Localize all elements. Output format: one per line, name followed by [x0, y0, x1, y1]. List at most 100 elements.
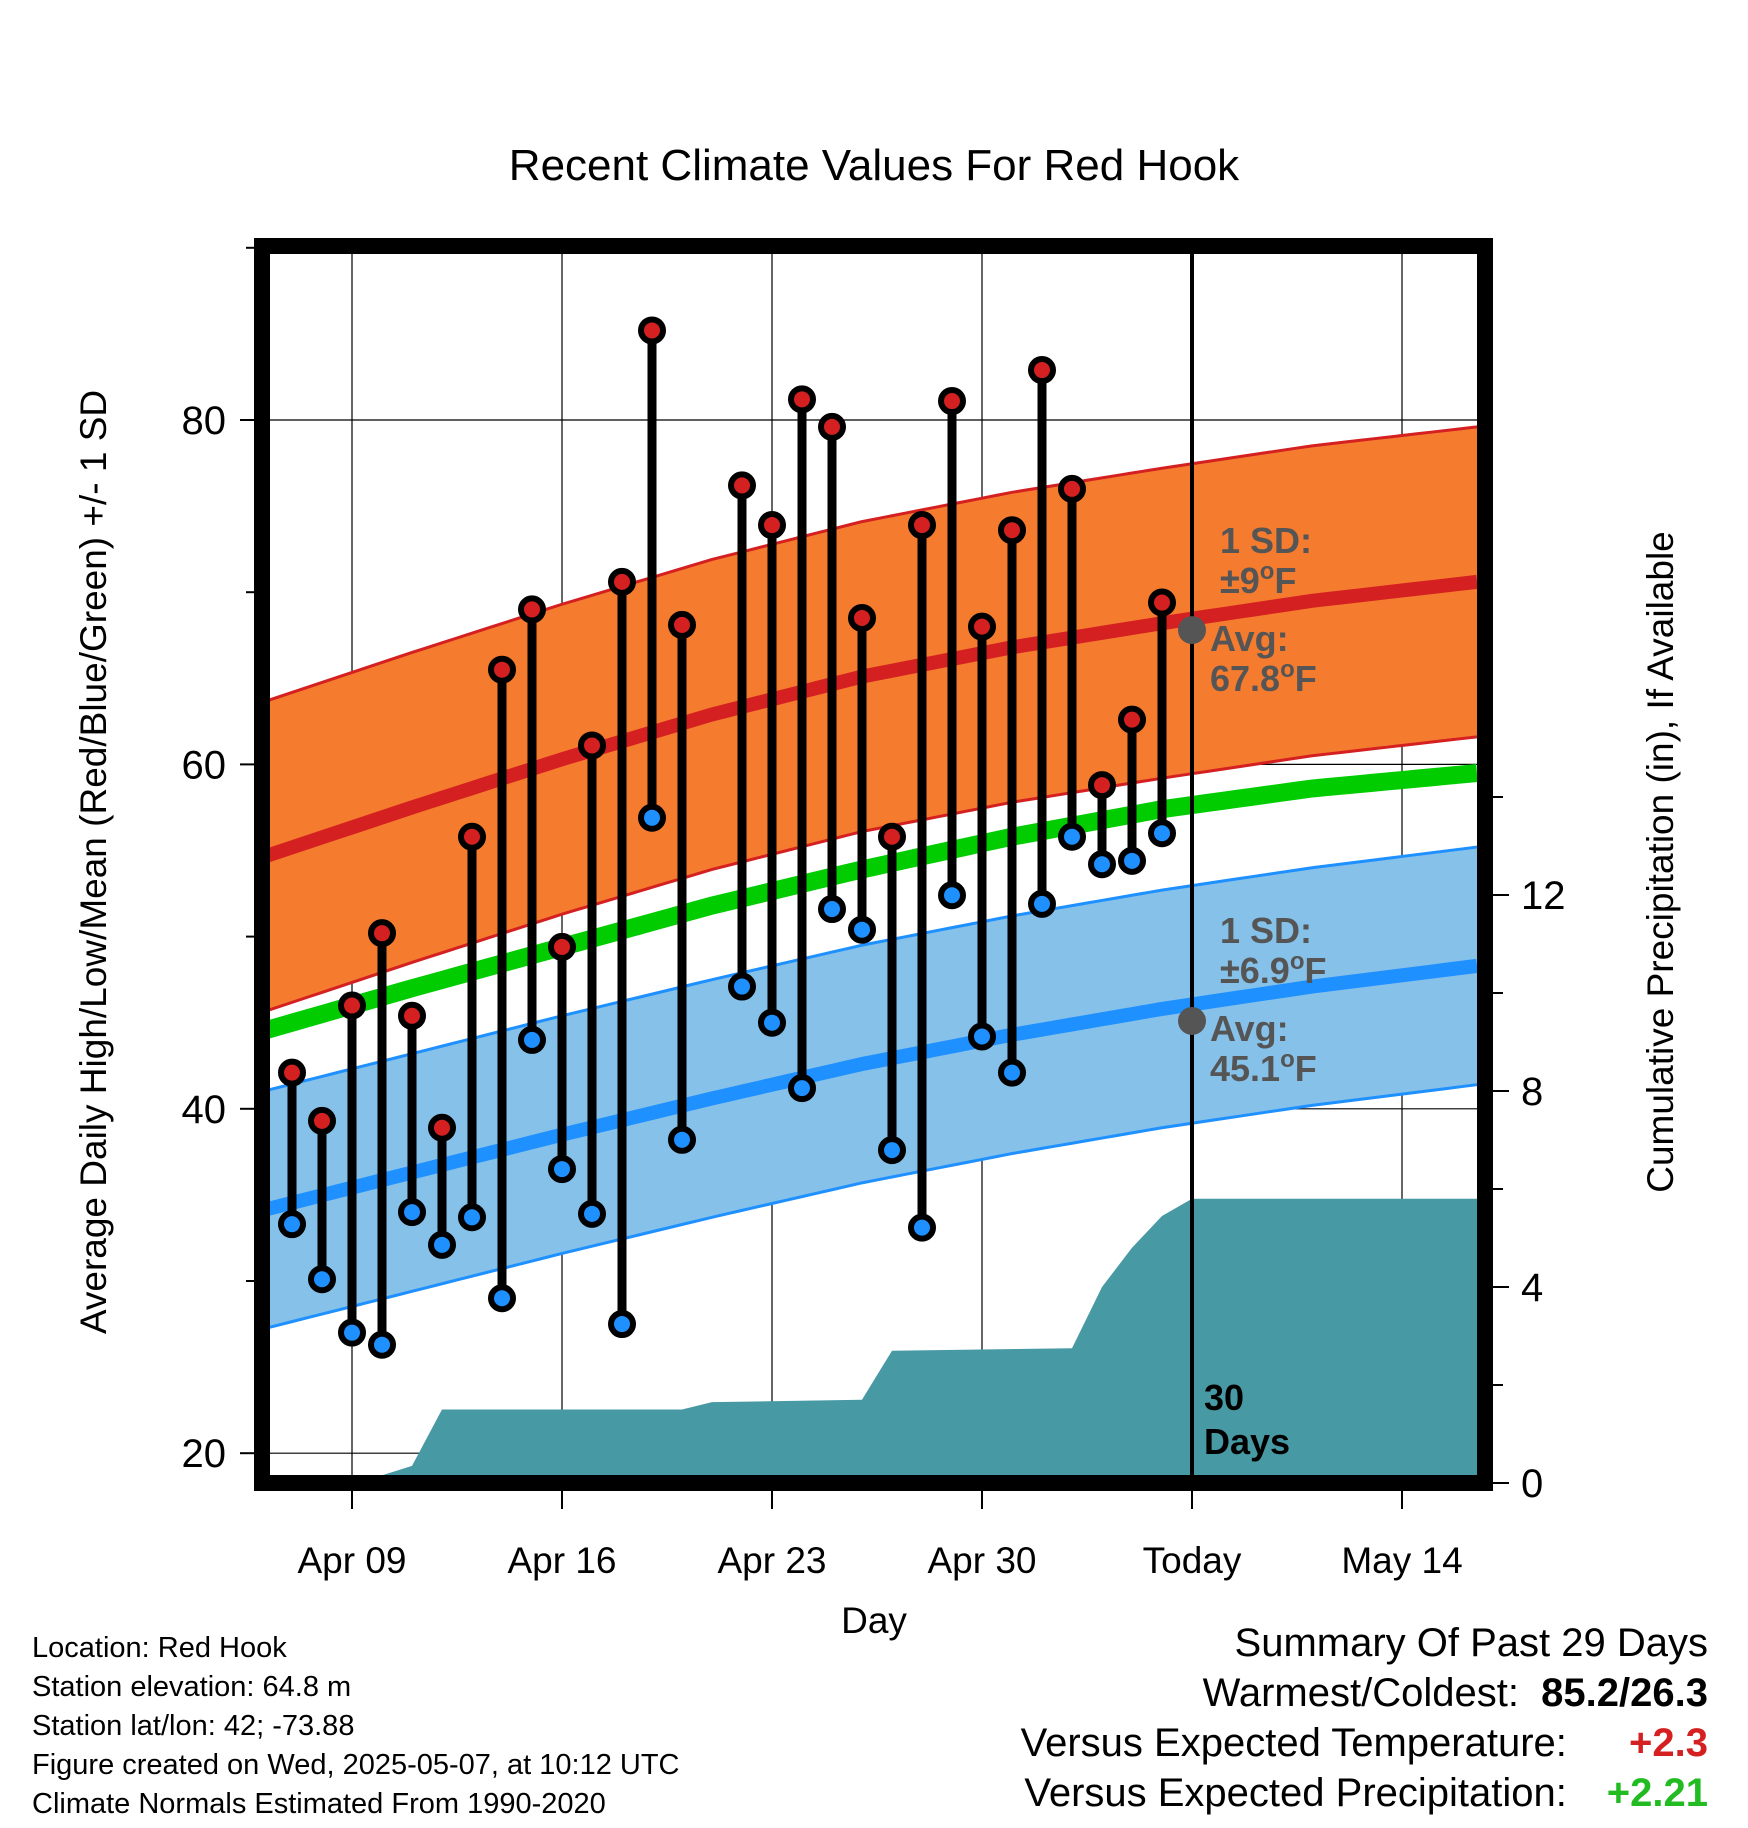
low-sd-annotation-line2: ±6.9 — [1220, 950, 1290, 991]
daily-low-point — [788, 1074, 816, 1103]
daily-high-point — [428, 1113, 456, 1142]
summary-precipitation: Versus Expected Precipitation: +2.21 — [1021, 1768, 1708, 1818]
x-tick-label: Apr 30 — [927, 1540, 1036, 1581]
x-axis-label: Day — [841, 1600, 907, 1641]
daily-low-point — [728, 972, 756, 1001]
daily-low-point — [608, 1310, 636, 1339]
y-tick-label: 20 — [182, 1432, 227, 1476]
plot-frame — [254, 238, 1493, 1491]
daily-low-point — [638, 803, 666, 832]
daily-low-point — [578, 1199, 606, 1228]
daily-high-point — [818, 412, 846, 441]
daily-low-point — [518, 1025, 546, 1054]
high-sd-annotation: 1 SD: ±9oF — [1220, 520, 1312, 601]
daily-high-point — [1118, 705, 1146, 734]
high-avg-annotation-degree: o — [1280, 656, 1295, 683]
summary-panel: Summary Of Past 29 Days Warmest/Coldest:… — [1021, 1618, 1708, 1818]
low-sd-annotation-degree: o — [1290, 948, 1305, 975]
daily-high-point — [788, 385, 816, 414]
latlon-text: Station lat/lon: 42; -73.88 — [32, 1710, 355, 1742]
daily-high-point — [308, 1106, 336, 1135]
daily-low-point — [668, 1125, 696, 1154]
x-tick-label: Apr 23 — [717, 1540, 826, 1581]
daily-high-point — [848, 604, 876, 633]
high-sd-band-upper-edge — [262, 425, 1478, 704]
chart-title: Recent Climate Values For Red Hook — [509, 141, 1240, 190]
daily-low-point — [908, 1213, 936, 1242]
high-sd-annotation-line2: ±9 — [1220, 560, 1260, 601]
y-tick-label: 80 — [182, 399, 227, 443]
normals-text: Climate Normals Estimated From 1990-2020 — [32, 1788, 606, 1820]
low-sd-annotation: 1 SD: ±6.9oF — [1220, 910, 1326, 991]
daily-low-point — [998, 1058, 1026, 1087]
summary-temperature: Versus Expected Temperature: +2.3 — [1021, 1718, 1708, 1768]
y-tick-label: 60 — [182, 743, 227, 787]
created-text: Figure created on Wed, 2025-05-07, at 10… — [32, 1749, 680, 1781]
daily-low-point — [1118, 846, 1146, 875]
location-text: Location: Red Hook — [32, 1632, 287, 1664]
daily-low-point — [368, 1330, 396, 1359]
daily-high-point — [668, 610, 696, 639]
warmest-coldest-label: Warmest/Coldest: — [1202, 1671, 1519, 1715]
daily-low-point — [338, 1318, 366, 1347]
high-avg-annotation-unit: F — [1295, 658, 1317, 699]
daily-low-point — [398, 1198, 426, 1227]
x-tick-label: Apr 16 — [507, 1540, 616, 1581]
high-sd-annotation-unit: F — [1274, 560, 1296, 601]
y-tick-label: 40 — [182, 1088, 227, 1132]
days-label-line1: 30 — [1204, 1377, 1244, 1418]
daily-high-point — [638, 316, 666, 345]
daily-high-point — [488, 655, 516, 684]
daily-high-point — [338, 991, 366, 1020]
days-label: 30 Days — [1204, 1377, 1290, 1462]
daily-high-point — [278, 1058, 306, 1087]
daily-high-point — [758, 511, 786, 540]
temp-departure-label: Versus Expected Temperature: — [1020, 1721, 1567, 1765]
high-sd-annotation-degree: o — [1260, 558, 1275, 585]
summary-title: Summary Of Past 29 Days — [1234, 1621, 1708, 1665]
daily-low-point — [1088, 850, 1116, 879]
days-label-line2: Days — [1204, 1421, 1290, 1462]
daily-low-point — [308, 1265, 336, 1294]
summary-warmest-coldest: Warmest/Coldest: 85.2/26.3 — [1021, 1668, 1708, 1718]
daily-high-point — [1028, 356, 1056, 385]
normal-mean-line — [262, 764, 1478, 1040]
station-info: Location: Red Hook Station elevation: 64… — [32, 1629, 680, 1824]
daily-high-point — [368, 919, 396, 948]
normal-high-line — [262, 574, 1478, 865]
low-avg-annotation-unit: F — [1295, 1048, 1317, 1089]
daily-high-point — [518, 595, 546, 624]
daily-high-point — [1088, 771, 1116, 800]
low-sd-annotation-line1: 1 SD: — [1220, 910, 1312, 951]
y2-tick-label: 0 — [1521, 1462, 1543, 1506]
y2-tick-label: 4 — [1521, 1266, 1543, 1310]
low-sd-band-upper-edge — [262, 845, 1478, 1094]
warmest-coldest-value: 85.2/26.3 — [1541, 1671, 1708, 1715]
precip-departure-value: +2.21 — [1606, 1771, 1708, 1815]
low-sd-band-lower-edge — [262, 1083, 1478, 1331]
daily-high-point — [458, 822, 486, 851]
precip-departure-label: Versus Expected Precipitation: — [1024, 1771, 1567, 1815]
daily-high-point — [968, 612, 996, 641]
daily-low-point — [1028, 889, 1056, 918]
low-sd-band — [262, 847, 1477, 1330]
daily-low-point — [968, 1022, 996, 1051]
daily-low-point — [938, 881, 966, 910]
daily-low-point — [1148, 819, 1176, 848]
low-avg-annotation-degree: o — [1280, 1046, 1295, 1073]
daily-high-point — [998, 516, 1026, 545]
high-avg-annotation-line1: Avg: — [1210, 618, 1289, 659]
high-avg-annotation: Avg: 67.8oF — [1210, 618, 1317, 699]
y2-axis-label: Cumulative Precipitation (in), If Availa… — [1640, 531, 1681, 1193]
low-avg-annotation-line2: 45.1 — [1210, 1048, 1280, 1089]
daily-low-point — [758, 1008, 786, 1037]
x-tick-label: Today — [1143, 1540, 1242, 1581]
x-tick-label: May 14 — [1341, 1540, 1462, 1581]
high-sd-band — [262, 426, 1477, 1013]
low-avg-annotation-line1: Avg: — [1210, 1008, 1289, 1049]
daily-low-point — [458, 1203, 486, 1232]
daily-high-point — [1148, 588, 1176, 617]
